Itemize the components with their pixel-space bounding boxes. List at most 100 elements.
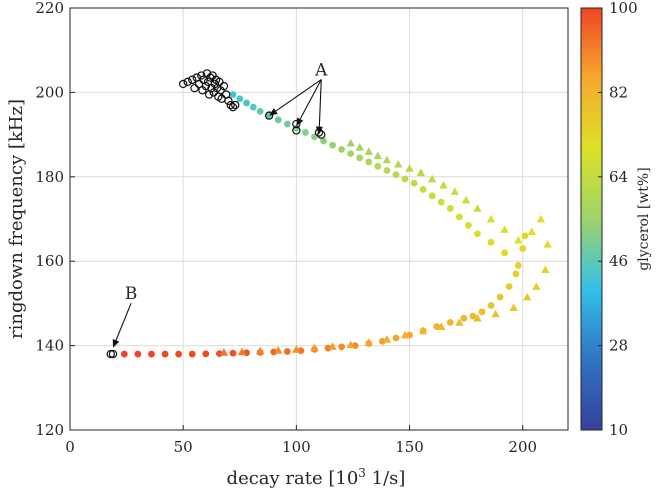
data-point-open-circle [231, 100, 240, 110]
data-point-triangle [532, 282, 541, 290]
data-point-triangle [543, 240, 552, 248]
data-point-open-circle [317, 130, 326, 139]
data-point-open-circle [197, 71, 206, 80]
data-point-circle [378, 337, 386, 345]
data-point-triangle [328, 342, 337, 350]
data-point-circle [465, 221, 472, 229]
x-axis-label: decay rate [103 1/s] [227, 466, 406, 489]
data-point-circle [320, 137, 327, 145]
data-point-circle [229, 349, 237, 357]
data-point-triangle [394, 159, 403, 168]
annotations: AB [112, 61, 328, 348]
data-point-triangle [473, 204, 482, 212]
data-point-open-circle [265, 111, 274, 120]
data-point-circle [338, 343, 346, 351]
data-point-triangle [439, 181, 448, 189]
data-point-triangle [427, 174, 437, 183]
data-point-circle [148, 350, 155, 358]
data-point-triangle [541, 265, 550, 273]
x-axis-ticks: 0 50 100 150 200 [65, 425, 537, 456]
data-point-open-circle [106, 349, 115, 359]
data-point-circle [446, 205, 454, 212]
data-point-circle [428, 192, 436, 200]
data-point-circle [521, 232, 529, 240]
data-point-open-circle [108, 349, 118, 359]
data-point-circle [410, 179, 418, 187]
data-point-circle [474, 230, 481, 238]
data-point-open-circle [292, 126, 301, 135]
y-tick-label: 120 [35, 421, 64, 439]
x-tick-label: 150 [395, 438, 424, 456]
data-point-circle [175, 350, 183, 358]
data-point-triangle [364, 338, 373, 346]
data-point-circle [505, 283, 513, 290]
data-point-open-circle [210, 79, 220, 89]
data-point-circle [120, 350, 128, 358]
data-point-circle [514, 262, 522, 269]
x-axis-label-exponent: 3 [358, 466, 366, 480]
data-point-triangle [400, 330, 410, 339]
annotation-arrowhead [315, 126, 323, 135]
data-point-circle [512, 270, 520, 278]
data-point-open-circle [206, 73, 215, 82]
x-tick-label: 100 [282, 438, 311, 456]
data-point-triangle [292, 345, 301, 353]
data-point-triangle [219, 348, 229, 356]
data-point-circle [469, 312, 477, 320]
data-point-circle [460, 314, 468, 322]
data-point-circle [229, 91, 237, 98]
data-point-triangle [509, 303, 518, 311]
data-point-triangle [418, 326, 428, 335]
data-point-triangle [455, 318, 464, 326]
data-point-triangle [500, 225, 509, 233]
colorbar [580, 7, 603, 431]
data-point-triangle [382, 155, 392, 164]
annotation-arrowhead [296, 117, 304, 127]
data-point-circle [478, 308, 486, 316]
data-point-circle [274, 116, 282, 124]
annotation-arrow [275, 79, 322, 112]
colorbar-tick-label: 46 [609, 252, 628, 270]
data-point-circle [270, 348, 278, 356]
data-point-circle [249, 103, 257, 111]
colorbar-label: glycerol [wt%] [636, 167, 652, 270]
data-point-circle [365, 158, 373, 166]
colorbar-tick-label: 10 [609, 421, 628, 439]
annotation-arrow [115, 302, 132, 341]
data-point-circle [487, 238, 495, 246]
data-point-circle [496, 293, 504, 301]
y-axis-ticks: 120 140 160 180 200 220 [35, 0, 75, 439]
data-point-triangle [373, 151, 383, 160]
x-tick-label: 200 [508, 438, 537, 456]
annotation-label: B [125, 284, 138, 304]
y-tick-label: 220 [35, 0, 64, 17]
data-point-triangle [514, 235, 523, 244]
data-point-triangle [486, 214, 496, 223]
data-point-triangle [416, 168, 426, 176]
data-point-triangle [523, 292, 532, 301]
data-point-circle [236, 95, 244, 103]
plot-frame [69, 7, 569, 431]
data-point-open-circle [224, 96, 233, 106]
colorbar-ticks: 10 28 46 64 82 100 [598, 0, 638, 439]
data-point-open-circle [201, 81, 211, 91]
data-point-open-circle [178, 79, 188, 89]
data-point-open-circle [215, 77, 224, 87]
data-point-triangle [346, 138, 355, 147]
y-tick-label: 180 [35, 168, 64, 186]
data-point-circle [324, 344, 332, 352]
data-point-triangle [355, 143, 364, 151]
data-point-circle [347, 150, 355, 157]
data-point-open-circle [228, 102, 238, 112]
data-point-circle [202, 350, 210, 358]
data-point-triangle [255, 346, 265, 355]
data-point-circle [455, 213, 463, 221]
data-point-circle [446, 318, 454, 326]
annotation-arrowhead [269, 108, 278, 116]
data-point-circle [256, 107, 264, 115]
data-point-circle [356, 154, 364, 162]
data-point-circle [374, 162, 382, 170]
y-tick-label: 200 [35, 83, 64, 101]
data-point-triangle [437, 322, 446, 330]
